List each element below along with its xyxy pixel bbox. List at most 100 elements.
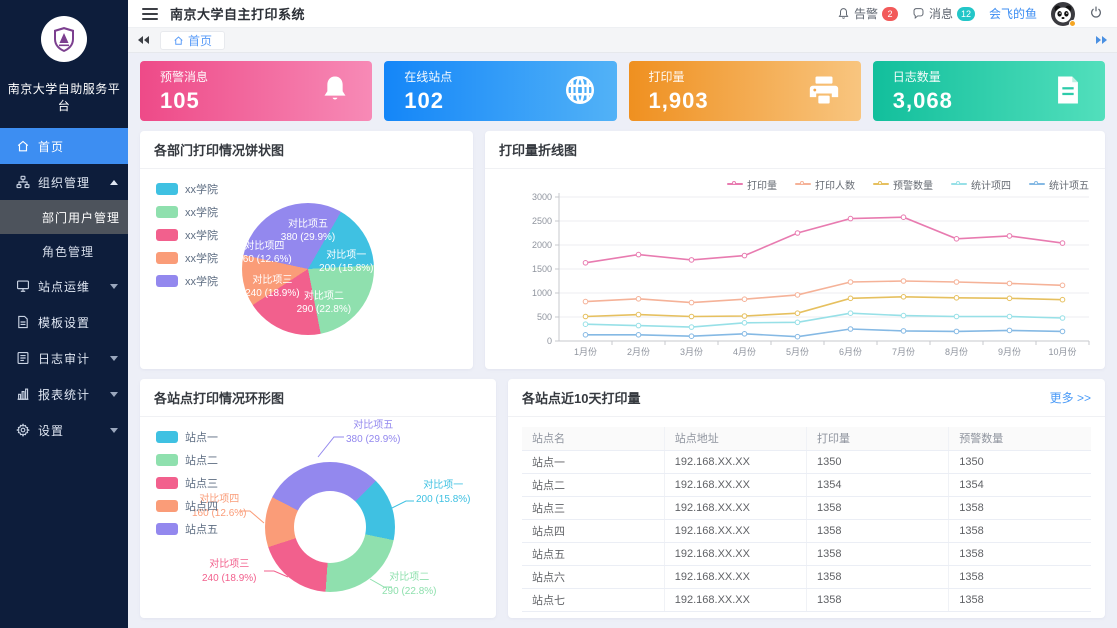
line-legend-item[interactable]: 打印人数 bbox=[795, 177, 855, 192]
legend-item[interactable]: xx学院 bbox=[156, 227, 218, 243]
alarm-button[interactable]: 告警 2 bbox=[837, 5, 898, 22]
y-tick-label: 0 bbox=[547, 336, 552, 346]
legend-item[interactable]: 站点三 bbox=[156, 475, 218, 491]
donut-slice-label: 对比项一 200 (15.8%) bbox=[416, 480, 471, 505]
line-legend-label: 统计项五 bbox=[1049, 180, 1089, 192]
sidebar-item-label: 日志审计 bbox=[38, 351, 91, 366]
line-legend-marker bbox=[951, 181, 967, 186]
legend-swatch bbox=[156, 523, 178, 535]
org-icon bbox=[16, 175, 30, 189]
sidebar-item-4[interactable]: 日志审计 bbox=[0, 340, 128, 376]
line-legend-item[interactable]: 打印量 bbox=[727, 177, 777, 192]
legend-item[interactable]: 站点五 bbox=[156, 521, 218, 537]
alarm-bell-icon bbox=[838, 8, 849, 19]
line-legend-item[interactable]: 预警数量 bbox=[873, 177, 933, 192]
settings-icon bbox=[16, 423, 30, 437]
username[interactable]: 会飞的鱼 bbox=[988, 7, 1037, 21]
table-row: 站点二 192.168.XX.XX 1354 1354 bbox=[522, 473, 1091, 497]
table-cell: 1350 bbox=[948, 450, 1091, 474]
panel-title: 打印量折线图 bbox=[499, 143, 578, 158]
sites-table-panel: 各站点近10天打印量 更多 >> 站点名 站点地址 打印量 预警数量 站点一 192.1… bbox=[508, 379, 1105, 618]
table-cell: 1358 bbox=[806, 542, 950, 566]
home-icon bbox=[174, 35, 183, 45]
sidebar-item-1[interactable]: 组织管理 bbox=[0, 164, 128, 200]
line-legend-item[interactable]: 统计项四 bbox=[951, 177, 1011, 192]
pie-graphic: 对比项一 200 (15.8%) 对比项二 290 (22.8%) 对比项三 240 (1… bbox=[237, 203, 374, 335]
data-point bbox=[900, 312, 907, 319]
sidebar: 南京大学自助服务平台 首页 组织管理部门用户管理角色管理 站点运维 模板设置 日… bbox=[0, 0, 128, 628]
pie-slice-label: 对比项三 240 (18.9%) bbox=[245, 275, 300, 300]
data-point bbox=[582, 298, 589, 305]
logout-power-button[interactable] bbox=[1089, 5, 1103, 22]
sidebar-subitem-1-1[interactable]: 角色管理 bbox=[42, 244, 95, 259]
message-label: 消息 bbox=[928, 7, 953, 21]
sidebar-subitem-1-0[interactable]: 部门用户管理 bbox=[0, 200, 128, 234]
data-point bbox=[794, 292, 801, 298]
chevron-down-icon bbox=[110, 283, 118, 289]
stat-value: 3,068 bbox=[892, 88, 953, 113]
table-cell: 1358 bbox=[806, 565, 950, 589]
chevron-down-icon bbox=[110, 427, 118, 433]
document-icon bbox=[1051, 73, 1085, 110]
panda-avatar-icon bbox=[1051, 1, 1075, 26]
university-logo-icon bbox=[41, 16, 87, 62]
data-point bbox=[900, 214, 907, 221]
donut-slice-label: 对比项三 240 (18.9%) bbox=[202, 559, 257, 584]
legend-item[interactable]: xx学院 bbox=[156, 181, 218, 197]
table-header-cell: 预警数量 bbox=[948, 427, 1091, 451]
dashboard-content: 预警消息 105 在线站点 102 打印量 1,903 bbox=[128, 53, 1117, 628]
x-tick-label: 3月份 bbox=[680, 346, 703, 357]
donut-leader-line bbox=[389, 500, 414, 510]
table-cell: 192.168.XX.XX bbox=[664, 565, 808, 589]
line-legend-marker bbox=[1029, 181, 1045, 186]
x-tick-label: 4月份 bbox=[733, 346, 756, 357]
tab-home-label: 首页 bbox=[188, 33, 213, 48]
tabs-scroll-right-icon[interactable] bbox=[1095, 36, 1107, 44]
sidebar-submenu: 部门用户管理角色管理 bbox=[0, 200, 128, 268]
data-point bbox=[953, 328, 960, 335]
data-point bbox=[900, 328, 907, 334]
sidebar-item-3[interactable]: 模板设置 bbox=[0, 304, 128, 340]
sidebar-item-label: 组织管理 bbox=[38, 175, 91, 190]
platform-name: 南京大学自助服务平台 bbox=[7, 82, 121, 113]
legend-item[interactable]: xx学院 bbox=[156, 250, 218, 266]
line-legend-item[interactable]: 统计项五 bbox=[1029, 177, 1089, 192]
pie-slice-label: 对比项五 380 (29.9%) bbox=[280, 218, 336, 243]
avatar[interactable] bbox=[1051, 1, 1076, 27]
tabs-scroll-left-icon[interactable] bbox=[138, 36, 150, 44]
more-link[interactable]: 更多 >> bbox=[1049, 391, 1091, 405]
legend-item[interactable]: xx学院 bbox=[156, 273, 218, 289]
legend-item[interactable]: xx学院 bbox=[156, 204, 218, 220]
sidebar-item-2[interactable]: 站点运维 bbox=[0, 268, 128, 304]
line-legend-label: 预警数量 bbox=[893, 180, 933, 192]
hamburger-menu-icon[interactable] bbox=[142, 7, 158, 20]
data-point bbox=[688, 324, 695, 330]
legend-item[interactable]: 站点一 bbox=[156, 429, 218, 445]
legend-item[interactable]: 站点二 bbox=[156, 452, 218, 468]
legend-swatch bbox=[156, 500, 178, 512]
stat-card-online-sites: 在线站点 102 bbox=[384, 61, 617, 121]
line-series-打印量 bbox=[585, 216, 1063, 264]
sidebar-item-6[interactable]: 设置 bbox=[0, 412, 128, 448]
sidebar-item-0[interactable]: 首页 bbox=[0, 128, 128, 164]
status-dot bbox=[1069, 19, 1076, 27]
table-cell: 1358 bbox=[806, 496, 950, 520]
x-tick-label: 1月份 bbox=[574, 346, 597, 357]
table-cell: 1354 bbox=[806, 473, 950, 497]
table-cell: 1350 bbox=[806, 450, 950, 474]
tab-home[interactable]: 首页 bbox=[160, 30, 226, 50]
main-area: 南京大学自主打印系统 告警 2 消息 12 会飞的鱼 bbox=[128, 0, 1117, 628]
sidebar-item-5[interactable]: 报表统计 bbox=[0, 376, 128, 412]
data-point bbox=[688, 313, 695, 320]
app-title: 南京大学自主打印系统 bbox=[170, 7, 306, 22]
stat-card-alerts: 预警消息 105 bbox=[140, 61, 373, 121]
message-button[interactable]: 消息 12 bbox=[912, 5, 975, 22]
line-legend-marker bbox=[727, 181, 743, 186]
x-tick-label: 9月份 bbox=[998, 346, 1021, 357]
data-point bbox=[953, 313, 960, 320]
data-point bbox=[847, 326, 854, 332]
legend-item[interactable]: 站点四 bbox=[156, 498, 218, 514]
power-icon bbox=[1091, 6, 1101, 18]
data-point bbox=[582, 313, 589, 320]
data-point bbox=[635, 332, 642, 338]
